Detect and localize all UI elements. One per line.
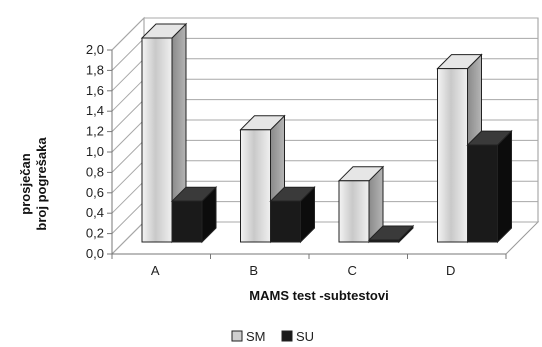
legend-swatch-SU bbox=[281, 330, 293, 342]
bars bbox=[140, 22, 513, 244]
bar-front bbox=[240, 129, 271, 243]
gridline bbox=[111, 17, 538, 51]
bar-front bbox=[270, 200, 301, 243]
x-tick-label: B bbox=[249, 263, 258, 278]
bar-SU-B bbox=[269, 185, 316, 244]
y-tick-label: 0,2 bbox=[86, 226, 104, 241]
y-tick-label: 1,4 bbox=[86, 103, 104, 118]
bar-front bbox=[368, 239, 400, 243]
y-axis-title-line1: prosječan bbox=[18, 153, 33, 214]
x-axis: A B C D bbox=[111, 253, 507, 278]
y-tick-label: 0,6 bbox=[86, 185, 104, 200]
bar-side bbox=[497, 129, 512, 244]
x-tick-label: A bbox=[151, 263, 160, 278]
y-tick-label: 1,8 bbox=[86, 62, 104, 77]
bar-front bbox=[437, 68, 468, 243]
y-tick-label: 2,0 bbox=[86, 42, 104, 57]
y-tick-label: 0,8 bbox=[86, 164, 104, 179]
bar-front bbox=[141, 37, 173, 243]
bar-SU-D bbox=[466, 129, 513, 244]
bar-SM-A bbox=[140, 22, 188, 244]
legend-label-SU: SU bbox=[296, 329, 314, 344]
y-axis-title-line2: broj pogrešaka bbox=[34, 137, 49, 231]
x-tick-label: C bbox=[348, 263, 357, 278]
y-tick-label: 0,4 bbox=[86, 205, 104, 220]
bar-SU-C bbox=[367, 224, 415, 244]
legend-label-SM: SM bbox=[246, 329, 266, 344]
bar-front bbox=[467, 144, 498, 243]
bar-front bbox=[171, 200, 203, 243]
x-tick-label: D bbox=[446, 263, 455, 278]
x-axis-title: MAMS test -subtestovi bbox=[249, 288, 388, 303]
y-tick-label: 1,2 bbox=[86, 124, 104, 139]
y-tick-label: 0,0 bbox=[86, 246, 104, 261]
bar-SU-A bbox=[170, 185, 218, 244]
y-tick-label: 1,0 bbox=[86, 144, 104, 159]
legend-swatch-SM bbox=[231, 330, 243, 342]
legend: SM SU bbox=[231, 329, 314, 344]
bar-front bbox=[338, 180, 370, 243]
y-tick-label: 1,6 bbox=[86, 83, 104, 98]
y-axis: 0,0 0,2 0,4 0,6 0,8 1,0 1,2 1,4 1,6 1,8 2,0 bbox=[86, 42, 113, 261]
bar-SM-C bbox=[337, 165, 385, 244]
